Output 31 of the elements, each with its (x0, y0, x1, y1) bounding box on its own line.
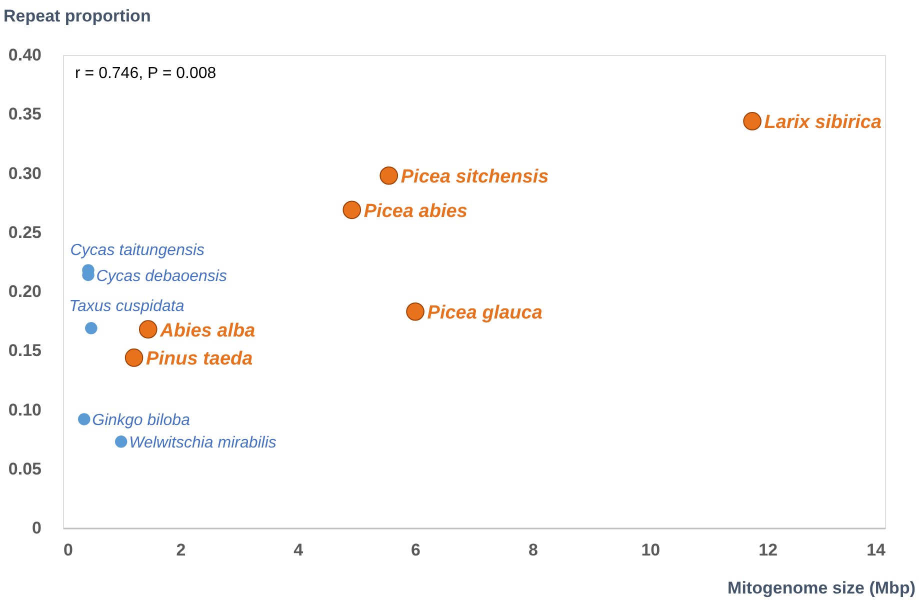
x-tick-label: 8 (528, 540, 538, 560)
x-axis-title: Mitogenome size (Mbp) (728, 578, 916, 598)
x-tick-label: 2 (176, 540, 186, 560)
x-tick-label: 4 (294, 540, 304, 560)
x-tick-label: 0 (64, 540, 73, 560)
y-tick-label: 0.30 (8, 164, 42, 183)
y-tick-label: 0.05 (8, 459, 42, 478)
annotation: Pinus taeda (146, 348, 254, 370)
annotation: Larix sibirica (764, 112, 882, 134)
x-tick-label: 6 (411, 540, 421, 560)
y-axis-title: Repeat proportion (4, 6, 151, 26)
y-tick-label: 0.20 (8, 282, 42, 301)
y-tick-label: 0.10 (8, 400, 42, 420)
x-tick-label: 12 (758, 540, 778, 560)
annotation: Cycas taitungensis (70, 242, 205, 260)
y-tick-label: 0 (32, 518, 42, 538)
annotation: Ginkgo biloba (92, 412, 190, 430)
annotation: Abies alba (159, 320, 256, 342)
y-tick-label: 0.40 (8, 46, 42, 64)
y-tick-label: 0.35 (8, 104, 42, 124)
annotation: Picea abies (364, 200, 468, 222)
annotation: r = 0.746, P = 0.008 (75, 65, 216, 82)
annotation: Picea sitchensis (400, 166, 549, 188)
annotation: Cycas debaoensis (96, 268, 227, 285)
annotation: Picea glauca (427, 302, 543, 324)
x-tick-label: 14 (866, 540, 886, 560)
y-tick-label: 0.25 (8, 222, 42, 242)
x-tick-label: 10 (641, 540, 660, 560)
annotation: Taxus cuspidata (69, 298, 184, 316)
y-tick-label: 0.15 (8, 341, 42, 360)
annotation: Welwitschia mirabilis (129, 434, 276, 452)
